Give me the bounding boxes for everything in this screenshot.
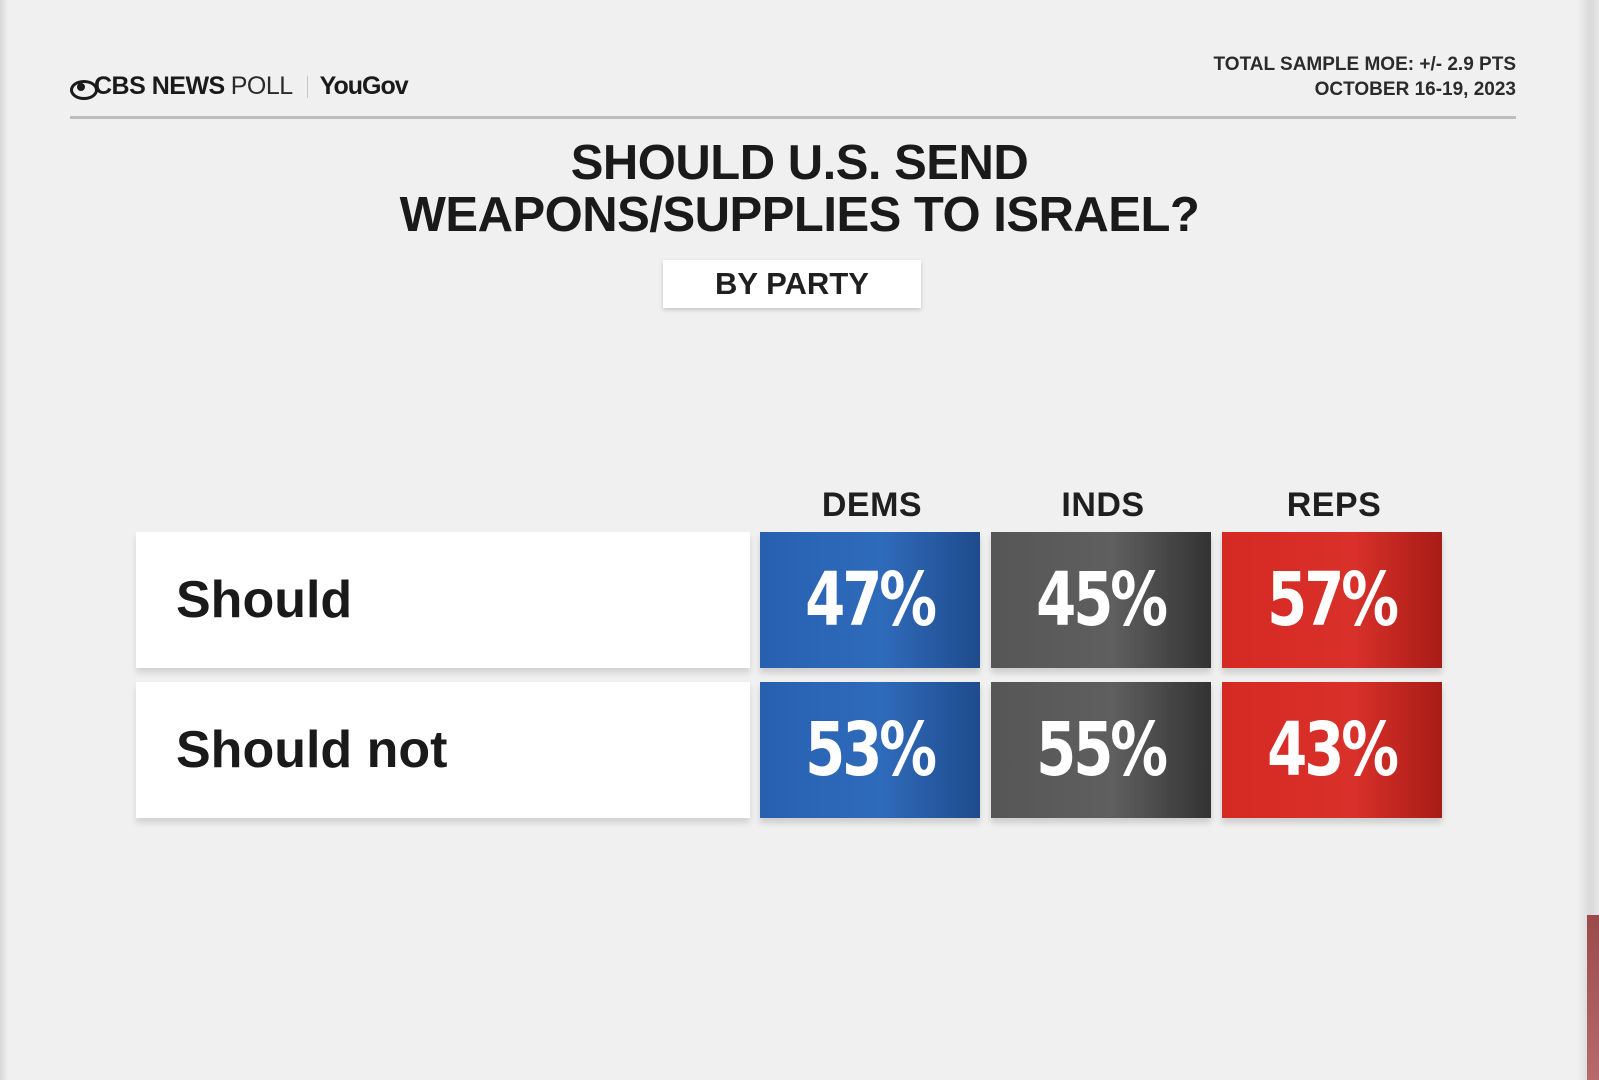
cell-value: 47% — [805, 557, 938, 643]
row-label-text: Should not — [176, 721, 448, 779]
cell-value: 45% — [1036, 557, 1169, 643]
brand-logo: CBS NEWS POLL YouGov — [70, 72, 409, 101]
brand-cbs-news: CBS NEWS — [94, 72, 225, 100]
chart-subtitle: BY PARTY — [663, 260, 921, 308]
poll-dates: OCTOBER 16-19, 2023 — [1314, 79, 1516, 100]
chart-title-line-1: SHOULD U.S. SEND — [570, 136, 1029, 190]
cell-should-inds: 45% — [991, 532, 1211, 668]
cbs-eye-icon — [70, 78, 98, 100]
row-label-should-not: Should not — [136, 682, 750, 818]
row-label-text: Should — [176, 571, 353, 629]
cell-should-not-reps: 43% — [1222, 682, 1442, 818]
chart-title: SHOULD U.S. SEND WEAPONS/SUPPLIES TO ISR… — [0, 137, 1599, 241]
chart-subtitle-label: BY PARTY — [715, 266, 869, 301]
brand-poll: POLL — [230, 72, 293, 100]
column-header-dems: DEMS — [821, 486, 923, 524]
cell-value: 43% — [1267, 707, 1400, 793]
header-divider — [70, 116, 1516, 119]
cell-value: 53% — [805, 707, 938, 793]
margin-of-error: TOTAL SAMPLE MOE: +/- 2.9 PTS — [1213, 54, 1516, 75]
cell-should-dems: 47% — [760, 532, 980, 668]
brand-yougov: YouGov — [319, 72, 409, 100]
cell-should-not-dems: 53% — [760, 682, 980, 818]
cell-should-reps: 57% — [1222, 532, 1442, 668]
poll-meta: TOTAL SAMPLE MOE: +/- 2.9 PTS OCTOBER 16… — [1214, 52, 1516, 102]
cell-value: 57% — [1267, 557, 1400, 643]
row-label-should: Should — [136, 532, 750, 668]
column-header-reps: REPS — [1286, 486, 1382, 524]
header: CBS NEWS POLL YouGov TOTAL SAMPLE MOE: +… — [70, 52, 1516, 118]
adjacent-slide-sliver — [1587, 915, 1599, 1080]
chart-title-line-2: WEAPONS/SUPPLIES TO ISRAEL? — [399, 188, 1200, 242]
cell-should-not-inds: 55% — [991, 682, 1211, 818]
cell-value: 55% — [1036, 707, 1169, 793]
right-frame-edge — [1577, 0, 1599, 1080]
column-header-inds: INDS — [1061, 486, 1145, 524]
brand-divider — [306, 75, 308, 98]
left-frame-edge — [0, 0, 8, 1080]
